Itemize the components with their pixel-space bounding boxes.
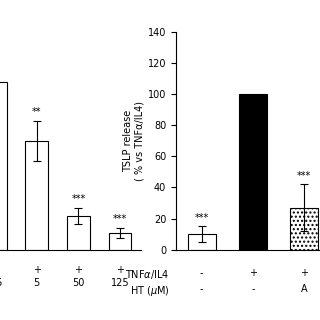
Text: HT ($\mu$M): HT ($\mu$M) <box>130 284 170 298</box>
Text: +: + <box>300 268 308 278</box>
Bar <box>0 82 7 250</box>
Text: TNF$\alpha$/IL4: TNF$\alpha$/IL4 <box>125 268 170 281</box>
Bar <box>188 234 216 250</box>
Text: **: ** <box>32 108 42 117</box>
Bar <box>67 216 90 250</box>
Bar <box>108 233 132 250</box>
Text: ***: *** <box>195 213 209 223</box>
Bar <box>25 141 48 250</box>
Text: +: + <box>75 265 83 275</box>
Text: 50: 50 <box>72 278 84 288</box>
Text: A: A <box>301 284 307 294</box>
Text: -: - <box>251 284 254 294</box>
Text: +: + <box>33 265 41 275</box>
Text: 0.5: 0.5 <box>0 278 3 288</box>
Bar <box>239 94 267 250</box>
Text: ***: *** <box>113 214 127 225</box>
Text: -: - <box>200 268 203 278</box>
Bar <box>290 208 318 250</box>
Text: +: + <box>249 268 257 278</box>
Text: +: + <box>116 265 124 275</box>
Text: 5: 5 <box>34 278 40 288</box>
Text: ***: *** <box>71 195 85 204</box>
Text: ***: *** <box>297 171 311 181</box>
Text: 125: 125 <box>111 278 129 288</box>
Text: -: - <box>200 284 203 294</box>
Y-axis label: TSLP release
( % vs TNFα/IL4): TSLP release ( % vs TNFα/IL4) <box>124 101 145 181</box>
